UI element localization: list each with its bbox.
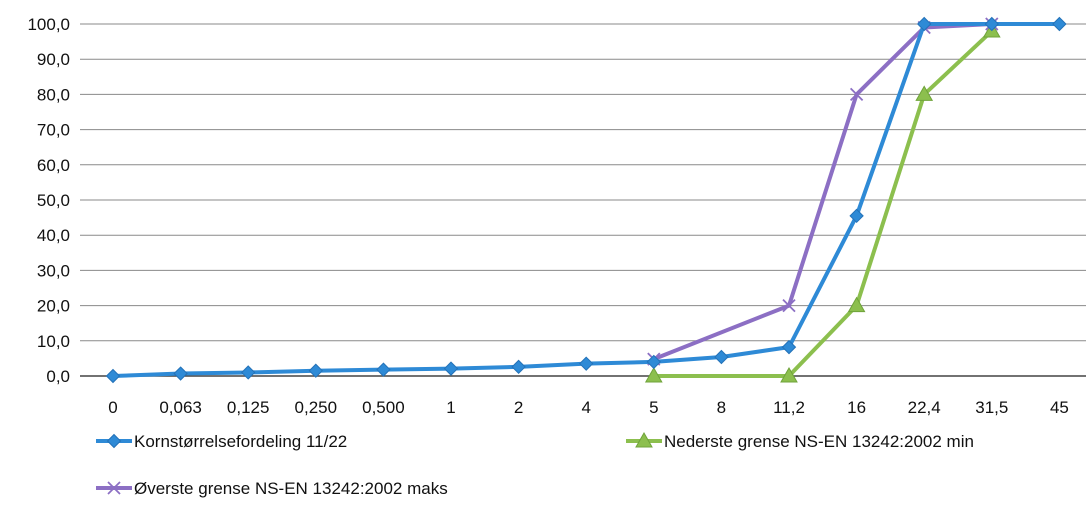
data-point-triangle (847, 296, 866, 313)
series-2 (647, 17, 999, 366)
data-point-diamond (106, 433, 122, 449)
data-point-triangle (780, 366, 798, 383)
y-tick-label: 60,0 (37, 156, 70, 175)
x-tick-label: 0,250 (295, 398, 338, 417)
data-point-x (782, 298, 796, 313)
data-point-diamond (173, 366, 188, 381)
y-tick-label: 0,0 (46, 367, 70, 386)
data-point-diamond (376, 362, 391, 377)
x-tick-label: 8 (717, 398, 726, 417)
data-point-triangle (635, 431, 653, 448)
legend-label: Nederste grense NS-EN 13242:2002 min (664, 432, 974, 451)
x-tick-label: 1 (446, 398, 455, 417)
x-tick-label: 0,063 (159, 398, 202, 417)
data-point-diamond (578, 356, 594, 371)
x-tick-label: 2 (514, 398, 523, 417)
x-tick-label: 45 (1050, 398, 1069, 417)
legend-item: Nederste grense NS-EN 13242:2002 min (626, 431, 974, 451)
legend: Kornstørrelsefordeling 11/22 Nederste gre… (96, 431, 974, 498)
data-point-diamond (916, 16, 932, 32)
legend-item: Øverste grense NS-EN 13242:2002 maks (96, 479, 448, 498)
x-axis-ticks: 0 0,063 0,125 0,250 0,500 1 2 4 5 8 11,2 16 22,4 31,5… (108, 398, 1069, 417)
data-point-diamond (443, 361, 459, 376)
data-point-x-stroke (107, 481, 121, 495)
y-tick-label: 100,0 (27, 15, 70, 34)
x-tick-label: 0,500 (362, 398, 405, 417)
y-tick-label: 30,0 (37, 261, 70, 280)
y-tick-label: 80,0 (37, 85, 70, 104)
legend-label: Kornstørrelsefordeling 11/22 (134, 432, 347, 451)
x-tick-label: 22,4 (908, 398, 941, 417)
y-tick-label: 70,0 (37, 121, 70, 140)
data-point-x-stroke (849, 87, 864, 102)
data-point-triangle (644, 366, 663, 383)
y-tick-label: 40,0 (37, 226, 70, 245)
series-0 (105, 16, 1067, 384)
data-point-x (849, 87, 864, 102)
x-tick-label: 31,5 (975, 398, 1008, 417)
x-tick-label: 5 (649, 398, 658, 417)
data-point-diamond (240, 365, 256, 380)
data-point-x (107, 481, 121, 495)
x-tick-label: 0 (108, 398, 117, 417)
data-point-diamond (984, 16, 1000, 32)
legend-label: Øverste grense NS-EN 13242:2002 maks (134, 479, 448, 498)
series-1 (644, 22, 1001, 383)
data-point-diamond (781, 339, 797, 355)
plot-series (105, 16, 1067, 384)
data-point-triangle (915, 85, 934, 101)
data-point-diamond (849, 208, 864, 224)
data-point-diamond (308, 363, 324, 378)
legend-item: Kornstørrelsefordeling 11/22 (96, 432, 347, 451)
data-point-diamond (1052, 16, 1067, 32)
y-tick-label: 20,0 (37, 297, 70, 316)
y-tick-label: 90,0 (37, 50, 70, 69)
data-point-diamond (646, 354, 662, 370)
series-line (653, 22, 992, 361)
data-point-diamond (105, 368, 121, 384)
gridlines (80, 23, 1086, 377)
x-tick-label: 11,2 (773, 398, 805, 417)
data-point-diamond (714, 349, 729, 365)
x-tick-label: 4 (581, 398, 590, 417)
x-tick-label: 0,125 (227, 398, 270, 417)
y-axis-ticks: 0,0 10,0 20,0 30,0 40,0 50,0 60,0 70,0 80,0 90,0 1… (27, 15, 70, 386)
y-tick-label: 50,0 (37, 191, 70, 210)
x-tick-label: 16 (847, 398, 866, 417)
data-point-x-stroke (782, 298, 796, 313)
data-point-diamond (511, 359, 526, 375)
y-tick-label: 10,0 (37, 332, 70, 351)
